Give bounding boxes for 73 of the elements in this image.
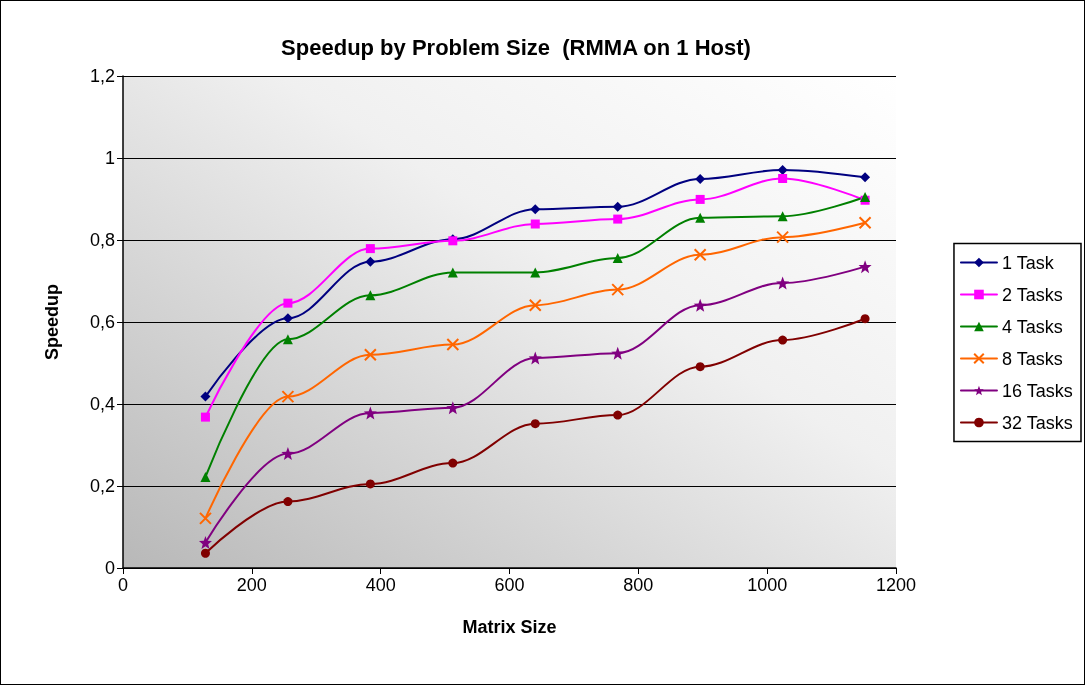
y-tick-label: 1,2 [89, 66, 115, 86]
y-tick-label: 0,2 [89, 476, 115, 496]
point [200, 471, 211, 482]
point [528, 351, 542, 365]
point [281, 390, 295, 404]
point [695, 362, 705, 372]
legend-label: 4 Tasks [1001, 316, 1063, 337]
point [695, 212, 706, 223]
point [363, 406, 377, 420]
legend-label: 2 Tasks [1001, 284, 1063, 305]
point [283, 497, 293, 507]
point [777, 211, 788, 222]
point [282, 334, 293, 345]
point [200, 548, 210, 558]
point [613, 410, 623, 420]
point [611, 283, 625, 297]
point [693, 298, 707, 312]
point [530, 419, 540, 429]
x-axis-title: Matrix Size [462, 617, 557, 637]
y-axis-title: Speedup [42, 283, 62, 361]
legend-label: 16 Tasks [1001, 380, 1073, 401]
x-tick-label: 0 [117, 575, 129, 595]
y-tick-label: 0,4 [89, 394, 115, 414]
point [365, 244, 375, 254]
point [695, 173, 706, 184]
point [363, 348, 377, 362]
point [858, 260, 872, 274]
legend-label: 1 Task [1001, 252, 1055, 273]
point [860, 191, 871, 202]
point [365, 290, 376, 301]
point [776, 276, 790, 290]
point [530, 219, 540, 229]
point [447, 267, 458, 278]
point [778, 174, 788, 183]
point [200, 412, 210, 422]
y-tick-label: 0,6 [89, 312, 115, 332]
y-tick-label: 0 [104, 558, 115, 578]
point [200, 391, 211, 402]
x-tick-label: 800 [623, 575, 654, 595]
point [198, 511, 212, 525]
point [860, 172, 871, 183]
point [860, 314, 870, 324]
y-tick-label: 0,8 [89, 230, 115, 250]
point [448, 458, 458, 468]
x-tick-label: 400 [365, 575, 396, 595]
point [778, 335, 788, 345]
point [446, 338, 460, 352]
point [858, 216, 872, 230]
point [530, 204, 541, 215]
point [613, 214, 623, 224]
point [612, 253, 623, 264]
x-tick-label: 600 [494, 575, 525, 595]
point [283, 298, 293, 308]
point [612, 201, 623, 212]
legend-label: 32 Tasks [1001, 412, 1073, 433]
point [281, 447, 295, 461]
point [777, 164, 788, 175]
point [611, 346, 625, 360]
x-tick-label: 200 [236, 575, 267, 595]
point [530, 267, 541, 278]
point [365, 256, 376, 267]
point [693, 248, 707, 262]
point [282, 313, 293, 324]
point [776, 230, 790, 244]
point [365, 479, 375, 489]
x-tick-label: 1000 [747, 575, 788, 595]
legend-label: 8 Tasks [1001, 348, 1063, 369]
y-tick-label: 1 [104, 148, 115, 168]
chart-title: Speedup by Problem Size (RMMA on 1 Host) [281, 34, 751, 60]
point [695, 194, 705, 204]
point [198, 536, 212, 550]
point [528, 298, 542, 312]
x-tick-label: 1200 [875, 575, 917, 595]
